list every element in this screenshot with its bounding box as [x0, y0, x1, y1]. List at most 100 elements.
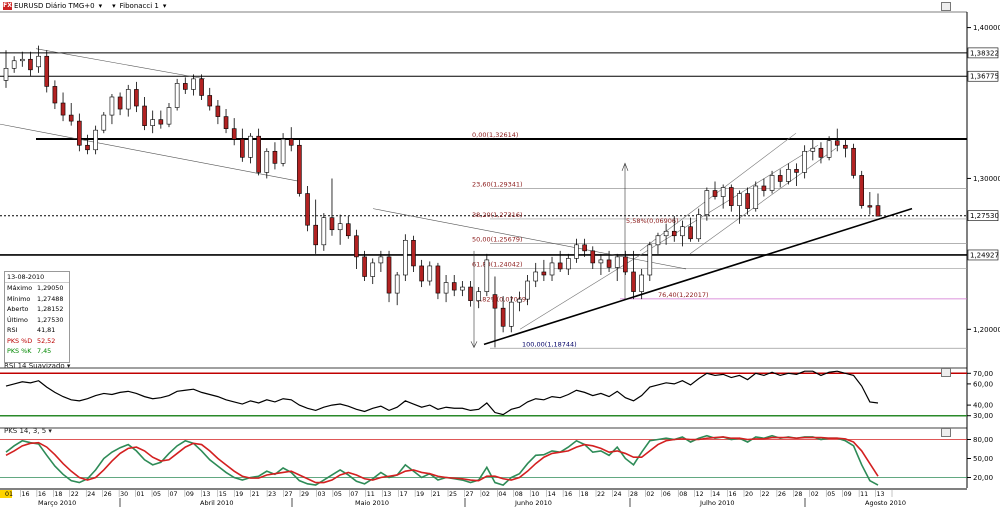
symbol-selector[interactable]: EURUSD Diário TMG+0	[14, 2, 95, 10]
x-tick-label: 22	[597, 491, 605, 498]
x-tick-label: 16	[21, 491, 29, 498]
candle-body	[777, 175, 783, 182]
candle-body	[174, 83, 180, 108]
x-tick-label: 24	[613, 491, 621, 498]
arrow-head-icon	[621, 162, 629, 172]
x-tick-label: 09	[844, 491, 852, 498]
price-label-box	[967, 210, 999, 222]
candle-body	[125, 89, 131, 110]
x-tick-label: 14	[712, 491, 720, 498]
x-tick-label: 07	[169, 491, 177, 498]
candle-body	[867, 205, 873, 208]
trend-line	[0, 123, 301, 182]
x-tick-label: 17	[400, 491, 408, 498]
candle-body	[704, 190, 710, 215]
price-label-box	[967, 47, 999, 59]
x-tick-label: 27	[465, 491, 473, 498]
candle-body	[403, 239, 408, 276]
chart-toolbar: EURUSD Diário TMG+0 ▾ ▾ Fibonacci 1 ▾	[0, 0, 166, 12]
x-tick-label: 27	[285, 491, 293, 498]
candle-body	[680, 226, 685, 237]
y-tick-label: 1,40000	[973, 24, 1000, 32]
candle-body	[834, 140, 840, 146]
dropdown-arrow-icon[interactable]: ▾	[98, 2, 103, 10]
pks-title-text: PKS 14, 3, 5	[4, 427, 47, 435]
info-row-low: Mínimo 1,27488	[5, 294, 69, 305]
candle-body	[460, 286, 465, 291]
candle-body	[85, 144, 90, 151]
x-tick-label: 16	[564, 491, 572, 498]
candle-body	[370, 262, 376, 277]
candle-body	[77, 120, 82, 146]
info-label: RSI	[7, 326, 18, 334]
info-row-pks-d: PKS %D 52,52	[5, 336, 69, 347]
fib-level-label: 23,60(1,29341)	[472, 180, 523, 188]
x-tick-label: 05	[334, 491, 342, 498]
x-tick-label: 08	[679, 491, 687, 498]
info-value: 1,27530	[37, 315, 64, 324]
x-tick-label: 20	[745, 491, 753, 498]
candle-body	[215, 105, 221, 117]
x-tick-label: 22	[71, 491, 79, 498]
candle-body	[663, 230, 669, 237]
dropdown-arrow-icon[interactable]: ▾	[162, 2, 167, 10]
candle-body	[818, 147, 824, 158]
x-tick-label: 25	[449, 491, 457, 498]
dropdown-arrow-icon[interactable]: ▾	[112, 2, 116, 10]
info-value: 41,81	[37, 326, 56, 334]
x-tick-label: 16	[729, 491, 737, 498]
x-tick-label: 16	[38, 491, 46, 498]
candle-body	[655, 235, 661, 246]
price-label: 1,36775	[970, 73, 999, 81]
rsi-tick-label: 70,00	[973, 370, 993, 378]
rsi-line	[5, 370, 879, 416]
candle-body	[280, 138, 286, 164]
price-label: 1,27530	[970, 212, 999, 220]
candle-body	[223, 116, 229, 129]
pks-panel-restore-button[interactable]	[941, 428, 951, 437]
info-label: Mínimo	[7, 294, 31, 303]
rsi-panel-restore-button[interactable]	[941, 368, 951, 377]
info-date: 13-08-2010	[5, 272, 69, 283]
x-tick-label: 02	[646, 491, 654, 498]
candle-body	[582, 244, 587, 252]
x-tick-label: 02	[482, 491, 490, 498]
x-tick-label: 19	[235, 491, 243, 498]
candle-body	[52, 86, 58, 104]
candle-body	[631, 271, 636, 292]
candle-body	[671, 230, 677, 237]
candle-body	[639, 274, 644, 292]
x-tick-label: 28	[630, 491, 638, 498]
candle-body	[508, 301, 514, 327]
candle-body	[557, 262, 563, 270]
candle-body	[647, 244, 653, 276]
candle-body	[826, 140, 832, 158]
candle-body	[769, 175, 775, 191]
candle-body	[606, 259, 612, 268]
x-tick-label: 06	[663, 491, 671, 498]
study-selector[interactable]: Fibonacci 1	[119, 2, 159, 10]
candle-body	[810, 147, 816, 152]
candle-body	[598, 259, 604, 264]
month-label: Maio 2010	[355, 499, 389, 507]
x-tick-label: 08	[515, 491, 523, 498]
candle-body	[28, 58, 33, 71]
x-tick-label: 21	[433, 491, 441, 498]
window-restore-button[interactable]	[941, 2, 951, 11]
channel-line	[689, 148, 837, 255]
x-tick-label: 29	[301, 491, 309, 498]
price-label: 1,24927	[970, 251, 999, 259]
candle-body	[590, 250, 596, 264]
candle-body	[321, 217, 327, 246]
x-tick-label: 10	[531, 491, 539, 498]
candle-body	[533, 271, 539, 282]
rsi-tick-label: 40,00	[973, 402, 993, 410]
candle-body	[207, 95, 213, 107]
candle-body	[729, 187, 734, 206]
fib-level-label: 50,00(1,25679)	[472, 236, 523, 244]
projection-label: 5,58%(0,06906)	[626, 217, 679, 225]
candle-body	[427, 265, 433, 282]
candle-body	[623, 256, 628, 273]
info-label: Último	[7, 315, 28, 324]
